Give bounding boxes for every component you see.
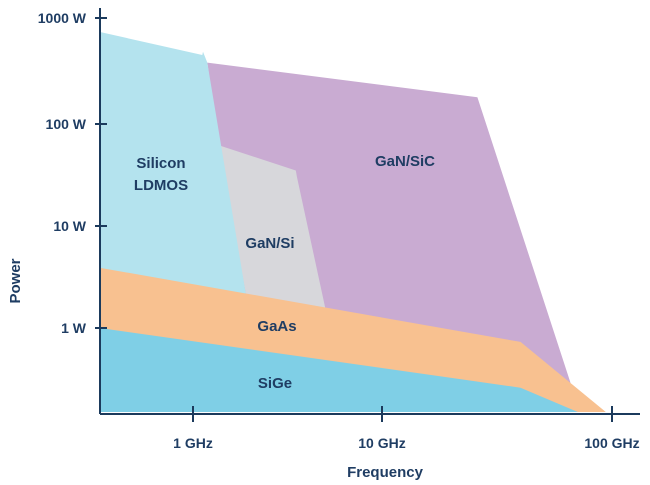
region-label: SiGe xyxy=(258,375,292,392)
x-tick-label: 100 GHz xyxy=(584,435,639,451)
axes-layer: 1 GHz 10 GHz 100 GHz 1 W 10 W 100 W 1000 W xyxy=(38,8,640,451)
region-label: Silicon xyxy=(136,155,185,172)
x-tick-label: 10 GHz xyxy=(358,435,405,451)
region-label: GaN/SiC xyxy=(375,153,435,170)
x-axis-title: Frequency xyxy=(347,464,424,481)
x-tick-label: 1 GHz xyxy=(173,435,213,451)
regions-layer xyxy=(99,31,606,413)
y-tick-label: 1 W xyxy=(61,320,87,336)
y-tick-label: 100 W xyxy=(46,116,87,132)
region-label: LDMOS xyxy=(134,177,188,194)
y-tick-label: 1000 W xyxy=(38,10,87,26)
y-tick-label: 10 W xyxy=(53,218,86,234)
region-label: GaAs xyxy=(257,318,296,335)
y-axis-title: Power xyxy=(7,258,24,303)
region-label: GaN/Si xyxy=(245,235,294,252)
region-labels-layer: GaN/SiC GaN/Si Silicon LDMOS GaAs SiGe xyxy=(134,153,435,392)
region-sige xyxy=(99,328,578,412)
